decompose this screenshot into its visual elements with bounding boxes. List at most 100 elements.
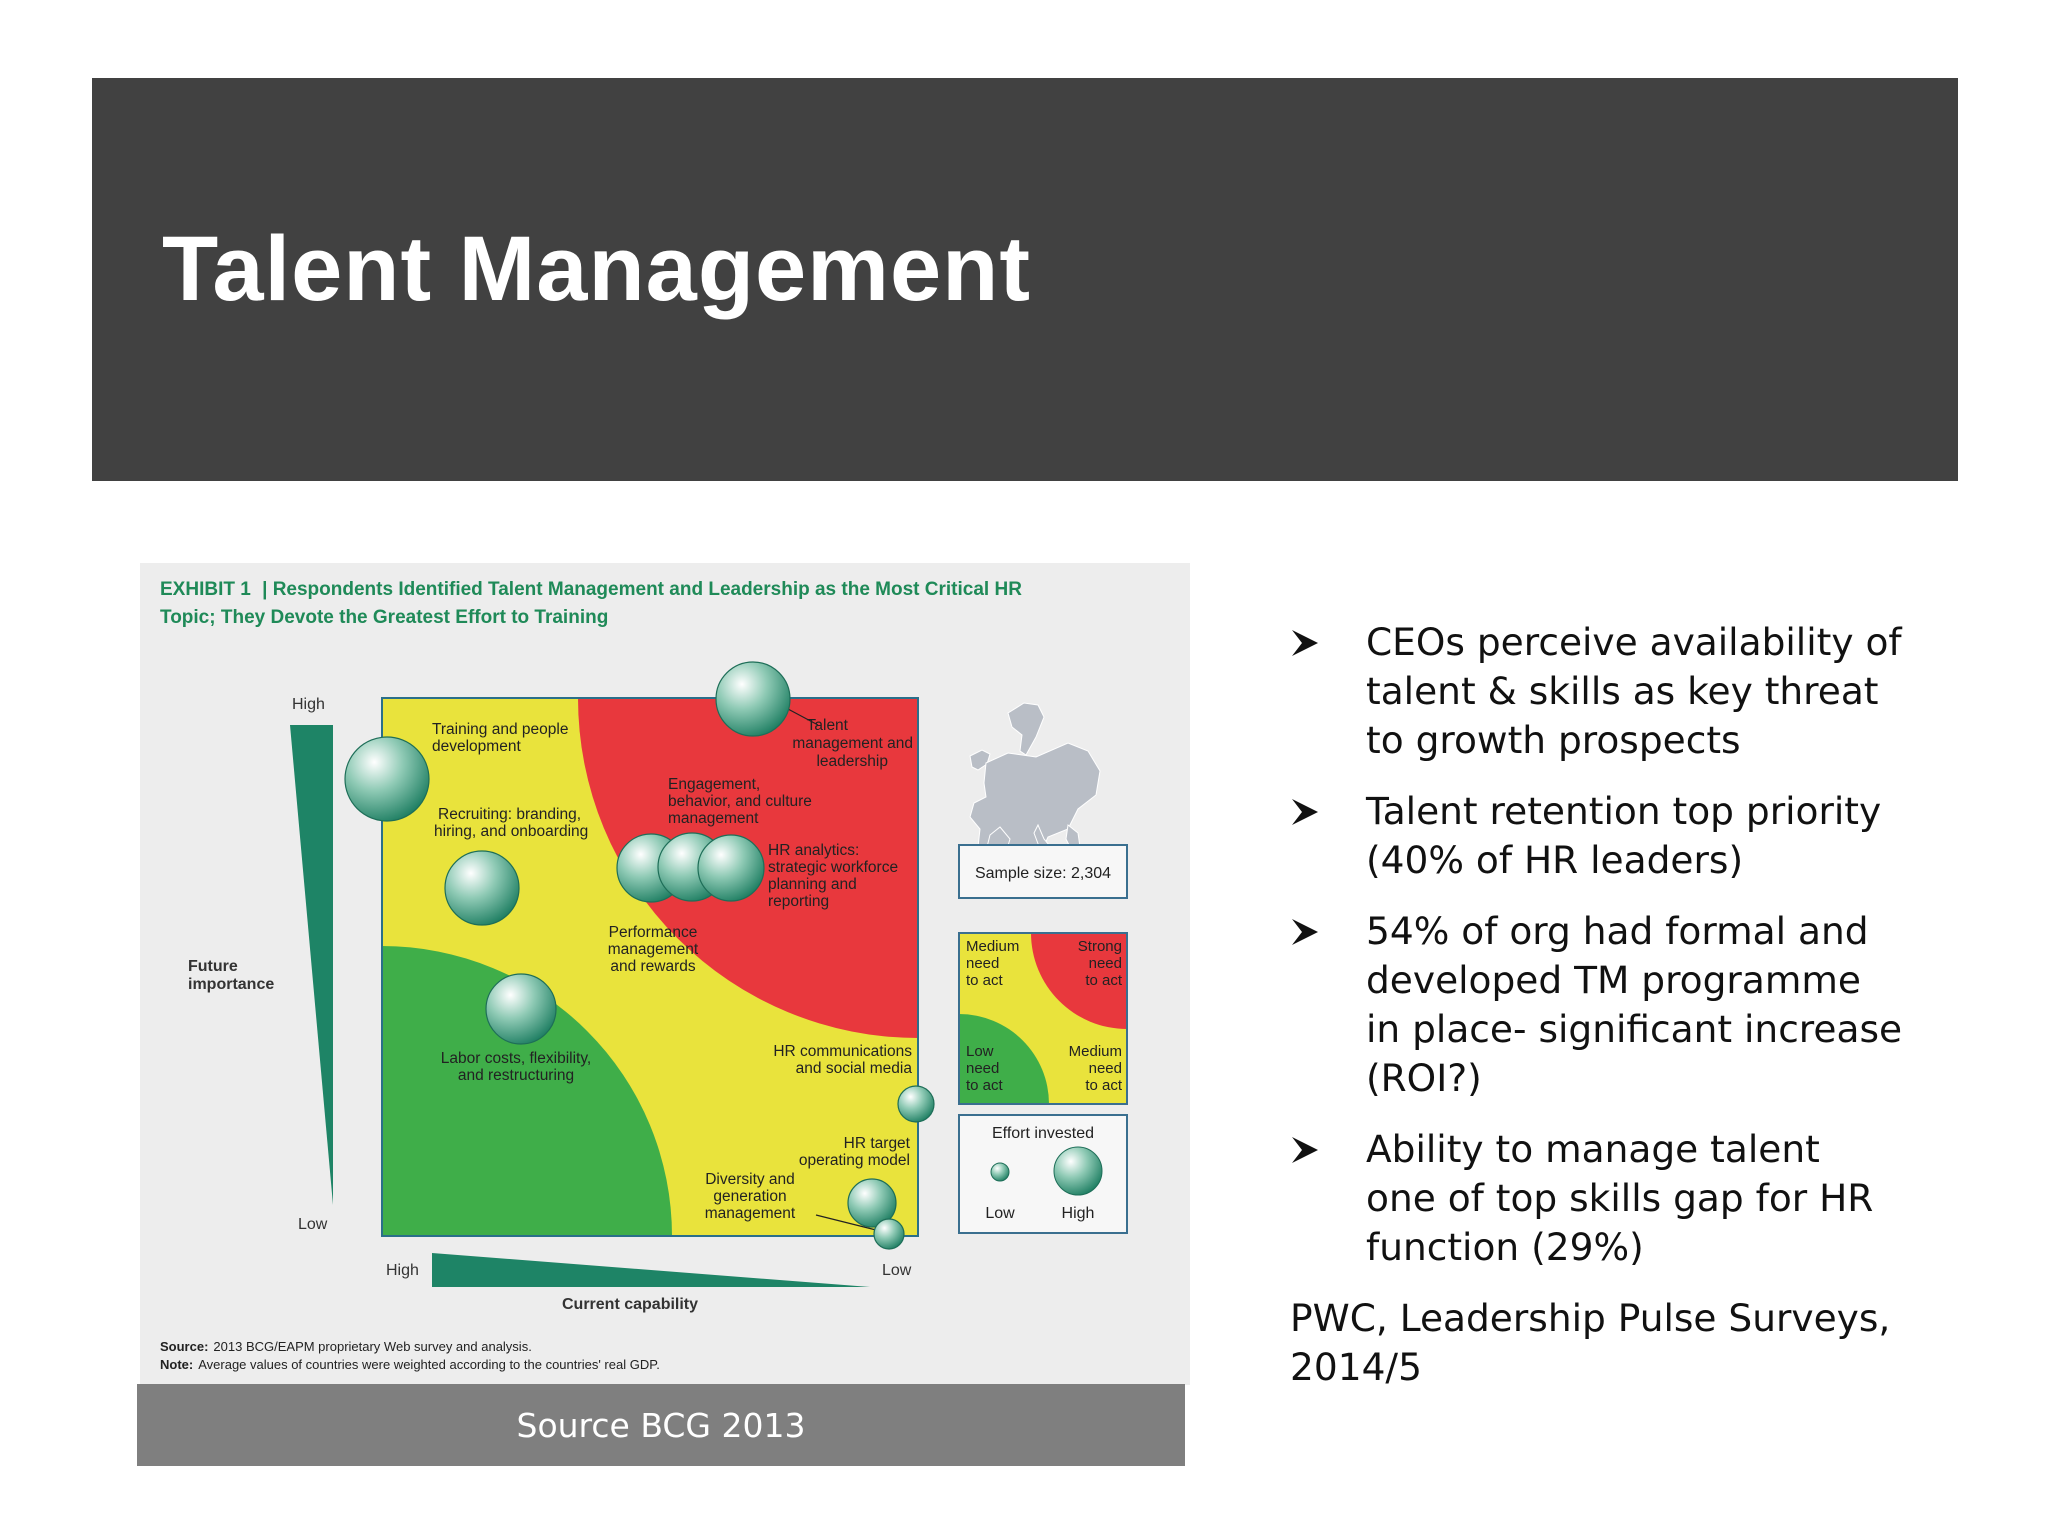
label-labor-2: and restructuring — [458, 1067, 574, 1084]
legend-low-3: to act — [966, 1077, 1004, 1094]
label-diversity-1: Diversity and — [705, 1171, 795, 1188]
bullet-text: CEOs perceive availability of talent & s… — [1366, 620, 1902, 762]
note-text: Average values of countries were weighte… — [198, 1357, 660, 1372]
legend-low-2: need — [966, 1060, 999, 1077]
y-axis-low: Low — [298, 1216, 328, 1233]
arrowhead-bullet-icon — [1292, 630, 1318, 656]
source-label: Source: — [160, 1339, 208, 1354]
exhibit-title-line1: Respondents Identified Talent Management… — [273, 579, 1022, 600]
legend-medium-top-3: to act — [966, 972, 1004, 989]
label-performance-1: Performance — [609, 924, 698, 941]
effort-low-bubble — [990, 1162, 1010, 1182]
bullet-text: Talent retention top priority (40% of HR… — [1366, 789, 1882, 882]
legend-strong-1: Strong — [1078, 938, 1122, 955]
label-training-1: Training and people — [432, 721, 568, 738]
note-label: Note: — [160, 1357, 193, 1372]
bullet-item: CEOs perceive availability of talent & s… — [1290, 618, 2010, 765]
label-talent-3: leadership — [816, 753, 888, 770]
x-axis-label: Current capability — [562, 1296, 698, 1313]
label-performance-2: management — [608, 941, 699, 958]
bullet-item: Talent retention top priority (40% of HR… — [1290, 787, 2010, 885]
y-axis-high: High — [292, 696, 325, 713]
citation-line2: 2014/5 — [1290, 1345, 1422, 1389]
label-analytics-1: HR analytics: — [768, 842, 859, 859]
legend-strong-2: need — [1089, 955, 1122, 972]
source-text: 2013 BCG/EAPM proprietary Web survey and… — [213, 1339, 531, 1354]
bubble-labor — [485, 973, 557, 1045]
svg-text:EXHIBIT 1 | Resp: EXHIBIT 1 | Respondents Identified Talen… — [160, 579, 1022, 600]
y-axis-label-line2: importance — [188, 976, 274, 993]
arrowhead-bullet-icon — [1292, 919, 1318, 945]
image-caption: Source BCG 2013 — [137, 1384, 1185, 1466]
sample-size: Sample size: 2,304 — [975, 865, 1111, 882]
legend-medium-top-2: need — [966, 955, 999, 972]
exhibit-figure: EXHIBIT 1 | Respondents Identified Talen… — [140, 563, 1190, 1385]
x-axis-low: Low — [882, 1262, 912, 1279]
label-engagement-3: management — [668, 810, 759, 827]
label-recruiting-2: hiring, and onboarding — [434, 823, 588, 840]
slide-title: Talent Management — [162, 218, 1031, 320]
exhibit-label: EXHIBIT 1 — [160, 579, 251, 600]
bullet-item: Ability to manage talent one of top skil… — [1290, 1125, 2010, 1272]
citation: PWC, Leadership Pulse Surveys, 2014/5 — [1290, 1294, 2010, 1392]
bubble-talent — [715, 661, 791, 737]
label-diversity-3: management — [705, 1205, 796, 1222]
bullet-item: 54% of org had formal and developed TM p… — [1290, 907, 2010, 1103]
bubble-recruiting — [444, 850, 520, 926]
europe-map-icon — [969, 702, 1101, 864]
legend-low-1: Low — [966, 1043, 994, 1060]
effort-high-bubble — [1053, 1146, 1103, 1196]
label-diversity-2: generation — [713, 1188, 786, 1205]
effort-high-label: High — [1062, 1205, 1095, 1222]
legend-medium-bottom-1: Medium — [1069, 1043, 1122, 1060]
y-axis-label-line1: Future — [188, 958, 238, 975]
svg-text:Note:Average values of countri: Note: Average values of countries were we… — [160, 1357, 660, 1372]
label-talent-1: Talent — [807, 717, 849, 734]
label-recruiting-1: Recruiting: branding, — [438, 806, 581, 823]
label-analytics-2: strategic workforce — [768, 859, 898, 876]
title-bar: Talent Management — [92, 78, 1958, 481]
bubble-communications — [897, 1085, 935, 1123]
svg-text:Labor costs, flexibility,and r: Labor costs, flexibility, and restructuri… — [441, 1050, 591, 1084]
label-communications-1: HR communications — [773, 1043, 912, 1060]
label-talent-2: management and — [792, 735, 913, 752]
bubble-operating-model — [847, 1178, 897, 1228]
bubble-training — [344, 736, 430, 822]
label-engagement-1: Engagement, — [668, 776, 760, 793]
x-axis-high: High — [386, 1262, 419, 1279]
current-capability-wedge — [432, 1253, 870, 1287]
bubble-analytics — [697, 834, 765, 902]
effort-legend-title: Effort invested — [992, 1125, 1094, 1142]
bullet-text: Ability to manage talent one of top skil… — [1366, 1127, 1874, 1269]
legend-medium-top-1: Medium — [966, 938, 1019, 955]
label-labor-1: Labor costs, flexibility, — [441, 1050, 591, 1067]
need-to-act-legend — [959, 933, 1127, 1104]
label-analytics-4: reporting — [768, 893, 829, 910]
arrowhead-bullet-icon — [1292, 799, 1318, 825]
label-training-2: development — [432, 738, 521, 755]
svg-text:Source:2013 BCG/EAPM proprieta: Source: 2013 BCG/EAPM proprietary Web sur… — [160, 1339, 532, 1354]
bullet-list: CEOs perceive availability of talent & s… — [1290, 618, 2010, 1392]
bubble-diversity — [873, 1218, 905, 1250]
legend-medium-bottom-2: need — [1089, 1060, 1122, 1077]
exhibit-title-line2: Topic; They Devote the Greatest Effort t… — [160, 607, 608, 628]
bullet-text: 54% of org had formal and developed TM p… — [1366, 909, 1903, 1100]
citation-line1: PWC, Leadership Pulse Surveys, — [1290, 1296, 1891, 1340]
label-operating-model-2: operating model — [799, 1152, 910, 1169]
svg-text:HR analytics:strategic workfor: HR analytics: strategic workforce planning… — [768, 842, 898, 910]
label-analytics-3: planning and — [768, 876, 857, 893]
label-operating-model-1: HR target — [844, 1135, 911, 1152]
legend-strong-3: to act — [1085, 972, 1123, 989]
effort-low-label: Low — [985, 1205, 1015, 1222]
label-communications-2: and social media — [796, 1060, 913, 1077]
label-performance-3: and rewards — [610, 958, 696, 975]
